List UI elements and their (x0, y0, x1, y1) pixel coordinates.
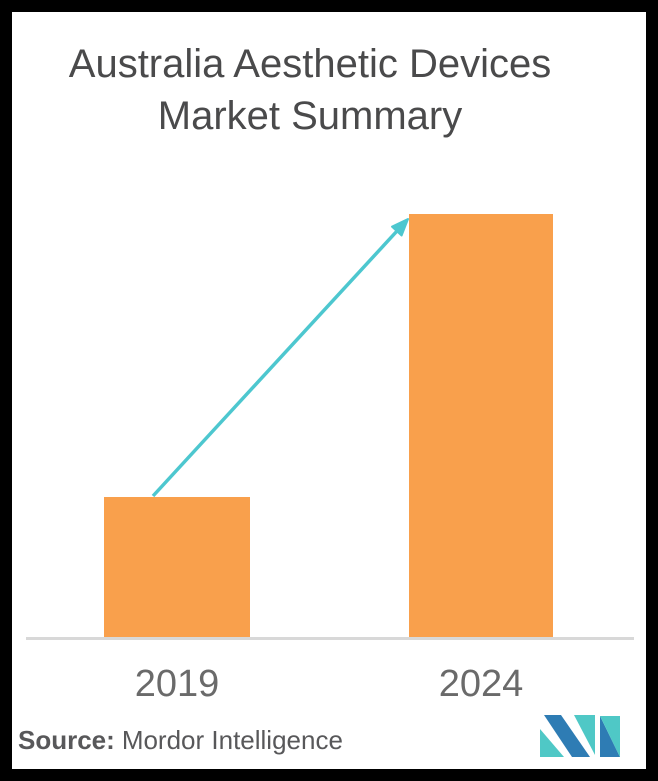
x-tick-label-2024: 2024 (438, 663, 524, 705)
x-tick-label-2019: 2019 (134, 663, 220, 705)
bar-2024 (409, 214, 553, 639)
logo-left-teal-triangle (540, 729, 564, 757)
chart-title: Australia Aesthetic Devices Market Summa… (12, 38, 646, 142)
logo-blue-band (544, 715, 590, 757)
source-label: Source: (18, 725, 115, 755)
x-axis-line (26, 637, 634, 640)
bar-2019 (104, 497, 250, 639)
source-note: Source: Mordor Intelligence (18, 724, 343, 756)
mordor-intelligence-logo (540, 715, 620, 757)
logo-mid-teal-triangle (574, 715, 595, 755)
chart-title-line1: Australia Aesthetic Devices (68, 42, 552, 86)
chart-stage: Australia Aesthetic Devices Market Summa… (12, 12, 646, 769)
source-text: Mordor Intelligence (121, 725, 343, 755)
chart-title-line2: Market Summary (157, 94, 463, 138)
logo-bar-teal (600, 716, 620, 757)
